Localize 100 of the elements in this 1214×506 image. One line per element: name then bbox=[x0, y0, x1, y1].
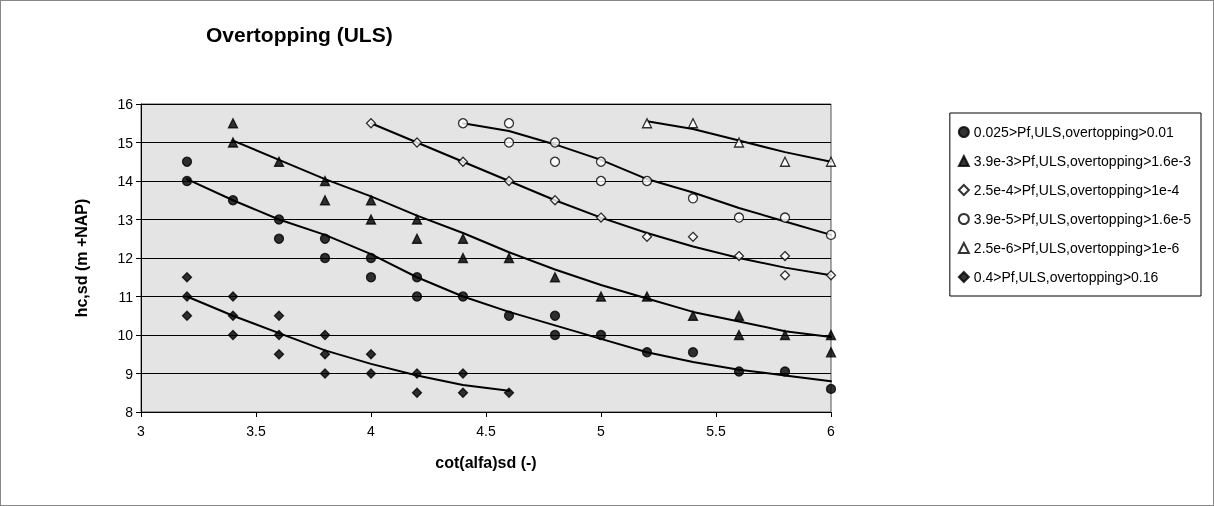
point bbox=[365, 272, 377, 283]
point bbox=[687, 118, 699, 129]
point bbox=[181, 175, 193, 187]
y-tick-label: 16 bbox=[117, 96, 134, 112]
point bbox=[549, 156, 561, 167]
point bbox=[779, 270, 791, 281]
point bbox=[457, 118, 469, 129]
point bbox=[641, 347, 653, 358]
point bbox=[687, 310, 699, 321]
point bbox=[687, 193, 699, 204]
point bbox=[641, 175, 653, 187]
point bbox=[273, 329, 285, 341]
chart-title: Overtopping (ULS) bbox=[206, 23, 393, 46]
point bbox=[319, 252, 331, 264]
y-tick-label: 12 bbox=[117, 250, 134, 266]
point bbox=[595, 291, 607, 302]
point bbox=[365, 252, 377, 264]
x-axis-title: cot(alfa)sd (-) bbox=[435, 453, 537, 471]
point bbox=[503, 387, 515, 398]
point bbox=[457, 252, 469, 264]
y-tick-label: 10 bbox=[117, 327, 134, 343]
point bbox=[641, 231, 653, 242]
point bbox=[411, 291, 423, 302]
legend-label: 3.9e-3>Pf,ULS,overtopping>1.6e-3 bbox=[973, 153, 1192, 169]
point bbox=[227, 329, 239, 341]
y-tick-label: 11 bbox=[118, 288, 134, 305]
point bbox=[411, 214, 423, 225]
legend-label: 0.025>Pf,ULS,overtopping>0.01 bbox=[973, 124, 1175, 140]
point bbox=[595, 156, 607, 167]
point bbox=[457, 291, 469, 302]
point bbox=[365, 214, 377, 225]
x-tick-label: 3 bbox=[137, 423, 146, 439]
point bbox=[825, 383, 837, 395]
point bbox=[779, 250, 791, 262]
point bbox=[319, 175, 331, 187]
point bbox=[273, 349, 285, 360]
point bbox=[319, 329, 331, 341]
legend-label: 3.9e-5>Pf,ULS,overtopping>1.6e-5 bbox=[973, 211, 1192, 227]
point bbox=[503, 118, 515, 129]
legend-label: 2.5e-6>Pf,ULS,overtopping>1e-6 bbox=[973, 240, 1180, 256]
point bbox=[319, 233, 331, 244]
point bbox=[365, 118, 377, 129]
point bbox=[825, 270, 837, 281]
point bbox=[503, 137, 515, 148]
point bbox=[779, 212, 791, 223]
point bbox=[549, 329, 561, 341]
point bbox=[457, 233, 469, 244]
legend-label: 0.4>Pf,ULS,overtopping>0.16 bbox=[973, 269, 1159, 285]
point bbox=[549, 272, 561, 283]
point bbox=[825, 329, 837, 341]
y-tick-label: 8 bbox=[125, 404, 134, 420]
point bbox=[549, 137, 561, 148]
point bbox=[779, 156, 791, 167]
point bbox=[549, 310, 561, 321]
point bbox=[733, 212, 745, 223]
point bbox=[411, 387, 423, 398]
point bbox=[825, 229, 837, 241]
point bbox=[733, 137, 745, 148]
x-tick-label: 5 bbox=[597, 423, 606, 439]
legend-label: 2.5e-4>Pf,ULS,overtopping>1e-4 bbox=[973, 182, 1180, 198]
point bbox=[227, 137, 239, 148]
y-tick-label: 14 bbox=[117, 173, 134, 189]
point bbox=[227, 118, 239, 129]
point bbox=[503, 175, 515, 187]
point bbox=[273, 233, 285, 244]
y-axis-title: hc,sd (m +NAP) bbox=[72, 198, 90, 318]
point bbox=[733, 250, 745, 262]
point bbox=[503, 252, 515, 264]
point bbox=[641, 118, 653, 129]
point bbox=[779, 329, 791, 341]
point bbox=[181, 310, 193, 321]
point bbox=[227, 310, 239, 321]
point bbox=[595, 329, 607, 341]
point bbox=[273, 156, 285, 167]
point bbox=[273, 214, 285, 225]
point bbox=[641, 291, 653, 302]
y-tick-label: 15 bbox=[117, 134, 134, 151]
point bbox=[181, 156, 193, 167]
point bbox=[365, 195, 377, 206]
y-tick-label: 13 bbox=[117, 211, 134, 228]
point bbox=[411, 272, 423, 283]
point bbox=[503, 310, 515, 321]
x-tick-label: 4 bbox=[367, 423, 376, 439]
point bbox=[733, 310, 745, 321]
x-tick-label: 4.5 bbox=[476, 423, 496, 439]
point bbox=[825, 156, 837, 167]
x-tick-label: 5.5 bbox=[706, 423, 726, 439]
point bbox=[273, 310, 285, 321]
point bbox=[457, 156, 469, 167]
point bbox=[733, 366, 745, 377]
point bbox=[687, 231, 699, 242]
point bbox=[595, 175, 607, 187]
point bbox=[227, 195, 239, 206]
point bbox=[319, 349, 331, 360]
x-tick-label: 3.5 bbox=[246, 423, 266, 439]
point bbox=[733, 329, 745, 341]
y-tick-label: 9 bbox=[125, 365, 134, 382]
point bbox=[687, 347, 699, 358]
point bbox=[181, 272, 193, 283]
point bbox=[779, 366, 791, 377]
